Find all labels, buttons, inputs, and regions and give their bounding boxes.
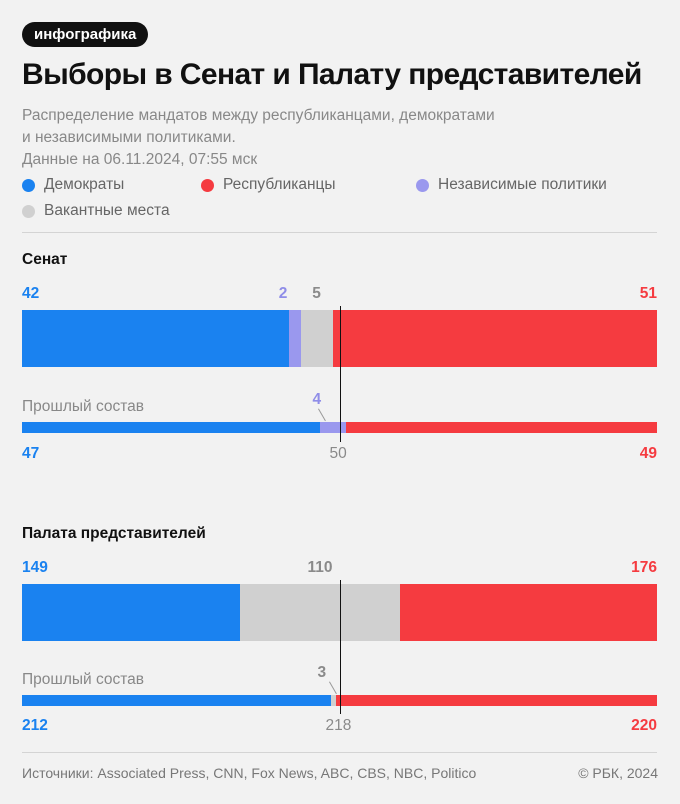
senate-previous-leader (318, 408, 327, 422)
sources-note: Источники: Associated Press, CNN, Fox Ne… (22, 765, 477, 781)
senate-current-bar-rep (333, 310, 657, 367)
legend-label-rep: Республиканцы (223, 176, 336, 193)
legend-item-ind: Независимые политики (416, 176, 607, 194)
senate-previous-bar-ind (320, 422, 346, 433)
house-current-value-rep: 176 (631, 559, 657, 576)
legend-item-vac: Вакантные места (22, 202, 170, 220)
senate-current-bar-ind (288, 310, 302, 367)
house-previous-value-vac: 3 (317, 664, 327, 681)
house-current-bar-rep (400, 584, 657, 641)
house-current-bar-vac (239, 584, 401, 641)
senate-current-value-vac: 5 (312, 285, 321, 302)
house-previous-value-rep: 220 (631, 717, 657, 734)
house-previous-label: Прошлый состав (22, 671, 145, 688)
legend-dot-dem (22, 178, 35, 192)
legend-label-vac: Вакантные места (44, 202, 170, 219)
page-title: Выборы в Сенат и Палату представителей (22, 58, 642, 91)
house-majority-line (339, 580, 341, 714)
senate-previous-bar-rep (345, 422, 657, 433)
house-majority-label: 218 (325, 717, 352, 734)
senate-current-value-rep: 51 (639, 285, 657, 302)
senate-title: Сенат (22, 251, 68, 268)
legend-item-dem: Демократы (22, 176, 124, 194)
house-previous-value-dem: 212 (22, 717, 48, 734)
senate-current-bar-vac (301, 310, 334, 367)
legend-dot-rep (201, 178, 214, 192)
senate-previous-label: Прошлый состав (22, 398, 145, 415)
legend-dot-ind (416, 178, 429, 192)
house-current-bar-dem (22, 584, 240, 641)
house-previous-leader (329, 681, 338, 695)
senate-current-value-dem: 42 (22, 285, 40, 302)
house-title: Палата представителей (22, 525, 206, 542)
senate-majority-label: 50 (329, 445, 347, 462)
house-current-value-dem: 149 (22, 559, 48, 576)
subtitle-line-3: Данные на 06.11.2024, 07:55 мск (22, 151, 258, 168)
legend-label-ind: Независимые политики (438, 176, 607, 193)
house-previous-bar-vac (331, 695, 336, 706)
senate-previous-value-ind: 4 (312, 391, 322, 408)
house-previous-bar-dem (22, 695, 332, 706)
senate-majority-line (339, 306, 341, 442)
senate-previous-value-dem: 47 (22, 445, 40, 462)
senate-previous-value-rep: 49 (639, 445, 657, 462)
category-badge: инфографика (22, 22, 149, 47)
legend-item-rep: Республиканцы (201, 176, 336, 194)
copyright: © РБК, 2024 (578, 765, 658, 781)
subtitle: Распределение мандатов между республикан… (22, 105, 622, 171)
divider-bottom (22, 752, 657, 753)
divider-top (22, 232, 657, 233)
subtitle-line-2: и независимыми политиками. (22, 129, 236, 146)
legend-label-dem: Демократы (44, 176, 125, 193)
senate-previous-bar-dem (22, 422, 321, 433)
house-previous-bar-rep (335, 695, 657, 706)
senate-current-value-ind: 2 (278, 285, 288, 302)
senate-current-bar-dem (22, 310, 289, 367)
legend-dot-vac (22, 204, 35, 218)
house-current-value-vac: 110 (307, 559, 333, 576)
subtitle-line-1: Распределение мандатов между республикан… (22, 107, 495, 124)
